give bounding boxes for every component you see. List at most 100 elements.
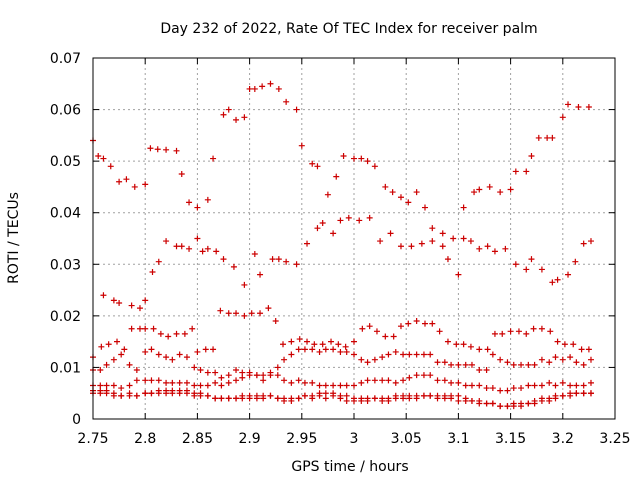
data-point [295,377,302,384]
data-point [225,106,232,113]
chart-title: Day 232 of 2022, Rate Of TEC Index for r… [160,21,537,37]
data-point [476,186,483,193]
data-point [150,325,157,332]
data-point [507,328,514,335]
data-point [128,325,135,332]
data-point [100,155,107,162]
data-point [538,356,545,363]
data-point [373,328,380,335]
data-point [301,392,308,399]
data-point [239,369,246,376]
data-point [319,341,326,348]
data-point [570,341,577,348]
data-point [408,243,415,250]
data-point [298,142,305,149]
data-point [467,238,474,245]
data-point [364,359,371,366]
data-point [455,379,462,386]
data-point [467,343,474,350]
data-point [281,377,288,384]
data-point [241,114,248,121]
data-point [337,348,344,355]
data-point [585,103,592,110]
data-point [371,395,378,402]
series-sat-a [90,80,592,278]
data-point [559,356,566,363]
data-point [389,189,396,196]
data-point [471,189,478,196]
data-point [462,382,469,389]
data-point [366,214,373,221]
data-point [531,397,538,404]
data-point [301,379,308,386]
data-point [110,297,117,304]
data-point [455,397,462,404]
data-point [497,356,504,363]
data-point [281,397,288,404]
data-point [552,392,559,399]
data-point [497,403,504,410]
data-point [189,325,196,332]
y-tick-label: 0.05 [50,154,81,170]
data-point [233,377,240,384]
axis-ticks: 2.75 2.8 2.85 2.9 2.95 3 3.05 3.1 3.15 3.2 3.25 0 0.… [50,51,631,447]
series-sat-b [100,214,594,312]
data-point [178,243,185,250]
data-point [358,155,365,162]
data-point [420,351,427,358]
data-point [476,245,483,252]
data-point [319,220,326,227]
data-point [573,390,580,397]
y-tick-label: 0.03 [50,257,81,273]
data-point [573,359,580,366]
data-point [528,152,535,159]
data-point [483,367,490,374]
data-point [587,238,594,245]
data-point [351,395,357,402]
data-point [114,338,121,345]
data-point [199,248,206,255]
data-point [322,382,329,389]
data-point [191,390,198,397]
data-point [358,379,365,386]
data-point [280,341,287,348]
data-point [427,392,434,399]
data-point [251,250,258,257]
data-point [163,390,170,397]
data-point [251,85,258,92]
data-point [121,346,128,353]
data-point [95,152,102,159]
data-point [483,400,490,407]
data-point [204,382,211,389]
data-point [169,379,176,386]
data-point [165,333,172,340]
data-point [538,325,545,332]
data-point [413,189,420,196]
data-point [133,367,140,374]
data-point [288,395,295,402]
data-point [316,348,323,355]
data-point [567,382,574,389]
data-point [356,217,363,224]
data-point [587,379,594,386]
series-sat-d [90,346,594,384]
data-point [444,256,451,263]
data-point [191,382,198,389]
data-point [572,258,579,265]
data-point [181,330,188,337]
data-point [163,354,170,361]
data-point [142,325,149,332]
data-point [468,382,475,389]
data-point [230,263,237,270]
data-point [530,325,537,332]
data-point [552,382,559,389]
data-point [427,372,434,379]
data-point [176,387,183,394]
data-point [421,320,428,327]
data-point [512,168,519,175]
data-point [274,372,281,379]
x-tick-label: 2.8 [134,431,156,447]
data-point [330,382,337,389]
data-point [155,258,162,265]
data-point [239,395,246,402]
